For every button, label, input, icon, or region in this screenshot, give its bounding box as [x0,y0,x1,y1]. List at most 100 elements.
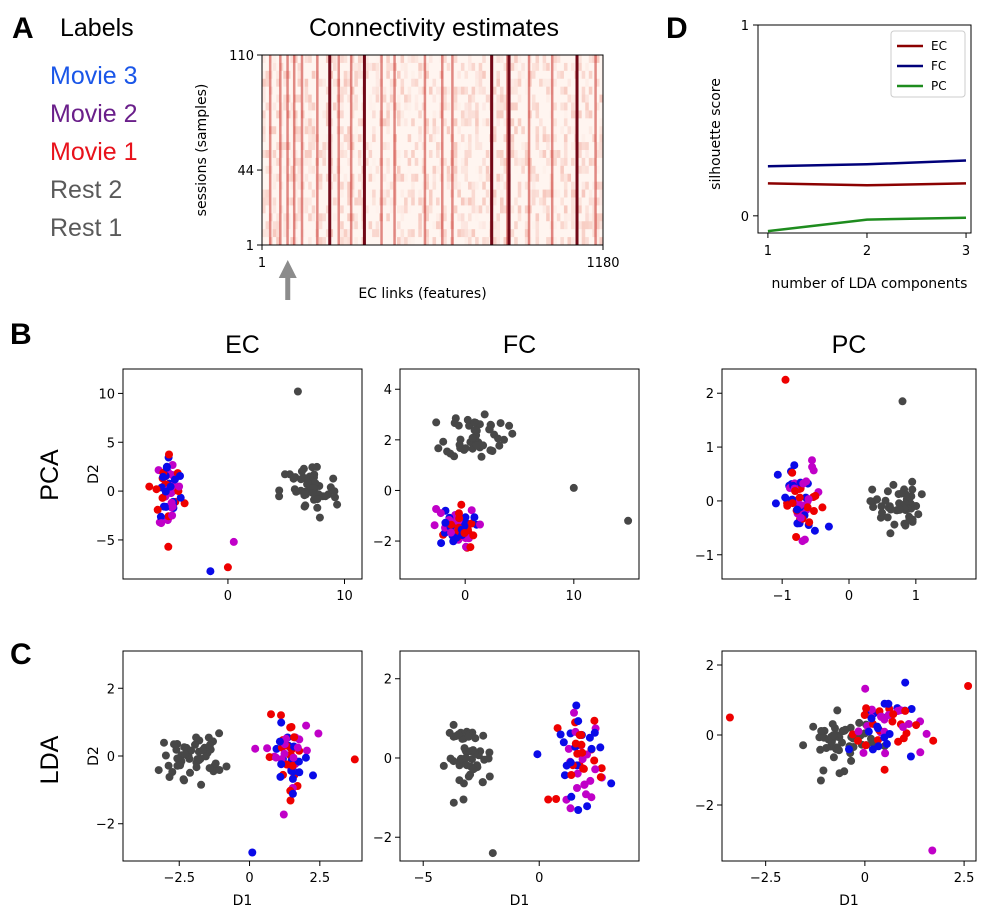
heatmap-cell [304,55,309,63]
heatmap-cell [588,221,593,230]
scatter-point-rest [222,762,231,771]
heatmap-strong-column [337,55,340,245]
heatmap-cell [492,86,497,95]
heatmap-cell [567,173,572,182]
heatmap-cell [272,221,277,230]
heatmap-cell [425,205,429,214]
heatmap-cell [578,142,582,150]
heatmap-cell [595,102,600,111]
heatmap-cell [290,55,294,63]
scatter-xtick-label: 0 [861,871,869,886]
heatmap-cell [304,205,309,214]
heatmap-cell [308,118,312,127]
heatmap-cell [521,62,525,71]
heatmap-cell [475,142,479,150]
scatter-point-rest [488,849,497,858]
heatmap-cell [297,126,302,135]
scatter-point-movie3 [176,493,185,502]
scatter-point-movie1 [788,499,797,508]
heatmap-cell [400,173,405,182]
heatmap-cell [411,229,415,238]
scatter-point-rest [297,467,306,476]
scatter-ytick-label: 1 [706,441,714,456]
heatmap-cell [411,197,415,206]
heatmap-cell [297,213,302,222]
heatmap-cell [518,87,522,95]
scatter-point-rest [817,727,826,735]
scatter-point-movie3 [907,705,916,713]
scatter-point-rest [886,505,895,514]
heatmap-cell [401,118,405,126]
heatmap-cell [464,70,469,79]
scatter-point-rest [828,720,837,729]
heatmap-cell [389,86,394,95]
heatmap-cell [411,237,415,245]
scatter-point-rest [434,444,443,453]
heatmap-cell [411,181,415,190]
heatmap-cell [368,62,373,71]
scatter-point-movie1 [861,741,870,750]
heatmap-cell [414,142,419,150]
heatmap-cell [372,174,376,182]
heatmap-cell [375,229,380,238]
heatmap-cell [457,181,461,190]
heatmap-cell [553,205,557,213]
heatmap-cell [404,94,408,103]
scatter-point-rest [312,462,321,471]
heatmap-cell [514,102,518,111]
scatter-ytick-label: 2 [706,659,714,674]
heatmap-cell [293,157,298,166]
scatter-point-rest [477,452,486,461]
row-label-pca: PCA [36,449,64,501]
heatmap-cell [581,70,586,79]
scatter-point-rest [469,765,478,774]
heatmap-cell [524,229,529,238]
heatmap-cell [276,94,280,103]
heatmap-cell [400,205,405,214]
scatter-point-rest [868,485,877,494]
heatmap-cell [311,165,316,174]
scatter-point-movie3 [556,730,565,739]
heatmap-cell [453,55,458,63]
heatmap-cell [595,181,600,190]
scatter-point-rest [201,752,210,761]
heatmap-cell [375,78,380,87]
scatter-point-rest [624,516,633,525]
heatmap-cell [521,142,525,150]
heatmap-cell [357,157,362,166]
heatmap-cell [283,70,287,79]
scatter-frame [399,368,640,580]
heatmap-cell [347,70,351,79]
heatmap-cell [563,157,568,166]
heatmap-cell [499,55,504,63]
heatmap-cell [556,213,561,222]
heatmap-cell [421,157,426,166]
scatter-ytick-label: 0 [706,729,714,744]
heatmap-cell [503,165,508,174]
heatmap-cell [354,78,358,87]
heatmap-cell [546,189,550,198]
heatmap-cell [443,157,447,166]
scatter-point-rest [439,761,448,770]
heatmap-cell [571,94,575,103]
heatmap-cell [375,165,380,174]
heatmap-cell [485,237,490,245]
heatmap-cell [354,94,358,103]
scatter-xlabel: D1 [839,893,859,909]
heatmap-cell [408,166,412,174]
heatmap-cell [535,110,540,119]
scatter-frame [399,650,640,862]
heatmap-cell [347,157,351,166]
scatter-point-rest [472,441,481,450]
heatmap-cell [585,102,589,111]
heatmap-cell [443,118,447,127]
scatter-point-movie3 [781,493,790,502]
heatmap-cell [400,55,405,63]
scatter-point-movie2 [916,748,925,757]
heatmap-cell [599,126,603,135]
heatmap-cell [588,110,593,119]
scatter-point-rest [450,452,459,461]
heatmap-cell [354,213,358,222]
heatmap-cell [414,94,419,103]
heatmap-cell [464,102,469,111]
